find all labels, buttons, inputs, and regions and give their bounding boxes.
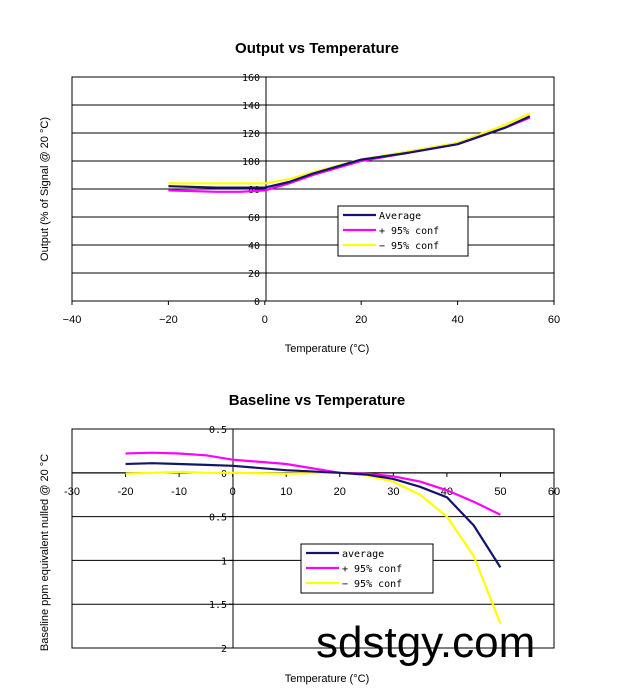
chart-title: Output vs Temperature [235, 40, 399, 57]
x-tick-label: 20 [355, 314, 367, 326]
x-tick-label: 50 [494, 486, 506, 498]
x-tick-label: 20 [334, 486, 346, 498]
x-tick-label: 0 [262, 314, 268, 326]
y-tick-label: 1.5 [209, 600, 227, 611]
watermark-text: sdstgy.com [316, 618, 536, 667]
series-line [125, 451, 501, 516]
x-tick-label: −20 [159, 314, 178, 326]
x-axis-label: Temperature (°C) [285, 673, 369, 685]
legend-label: − 95% conf [379, 241, 439, 252]
series-line [168, 116, 531, 193]
y-tick-label: 0 [254, 297, 260, 308]
chart-title: Baseline vs Temperature [229, 392, 405, 409]
y-tick-label: 40 [248, 241, 260, 252]
y-tick-label: 0.5 [209, 425, 227, 436]
x-tick-label: −40 [63, 314, 82, 326]
x-tick-label: -20 [118, 486, 134, 498]
y-tick-label: 100 [242, 157, 260, 168]
x-tick-label: 60 [548, 314, 560, 326]
legend-label: + 95% conf [379, 226, 439, 237]
y-tick-label: 20 [248, 269, 260, 280]
y-axis-label: Baseline ppm equivalent nulled @ 20 °C [39, 454, 51, 651]
series-line [125, 462, 502, 568]
legend-label: + 95% conf [342, 564, 402, 575]
y-axis-label: Output (% of Signal @ 20 °C) [39, 117, 51, 261]
y-tick-label: 0.5 [209, 513, 227, 524]
x-tick-label: -30 [64, 486, 80, 498]
x-tick-label: 30 [387, 486, 399, 498]
x-axis-label: Temperature (°C) [285, 343, 369, 355]
x-tick-label: 0 [230, 486, 236, 498]
y-tick-label: 0 [221, 469, 227, 480]
y-tick-label: 160 [242, 73, 260, 84]
x-tick-label: -10 [171, 486, 187, 498]
legend-label: average [342, 549, 384, 560]
x-tick-label: 60 [548, 486, 560, 498]
y-tick-label: 60 [248, 213, 260, 224]
y-tick-label: 140 [242, 101, 260, 112]
legend-label: − 95% conf [342, 579, 402, 590]
y-tick-label: 1 [221, 556, 227, 567]
y-tick-label: 2 [221, 644, 227, 655]
series-line [168, 115, 531, 189]
x-tick-label: 10 [280, 486, 292, 498]
y-tick-label: 120 [242, 129, 260, 140]
legend-label: Average [379, 211, 421, 222]
x-tick-label: 40 [451, 314, 463, 326]
series-line [168, 112, 531, 185]
